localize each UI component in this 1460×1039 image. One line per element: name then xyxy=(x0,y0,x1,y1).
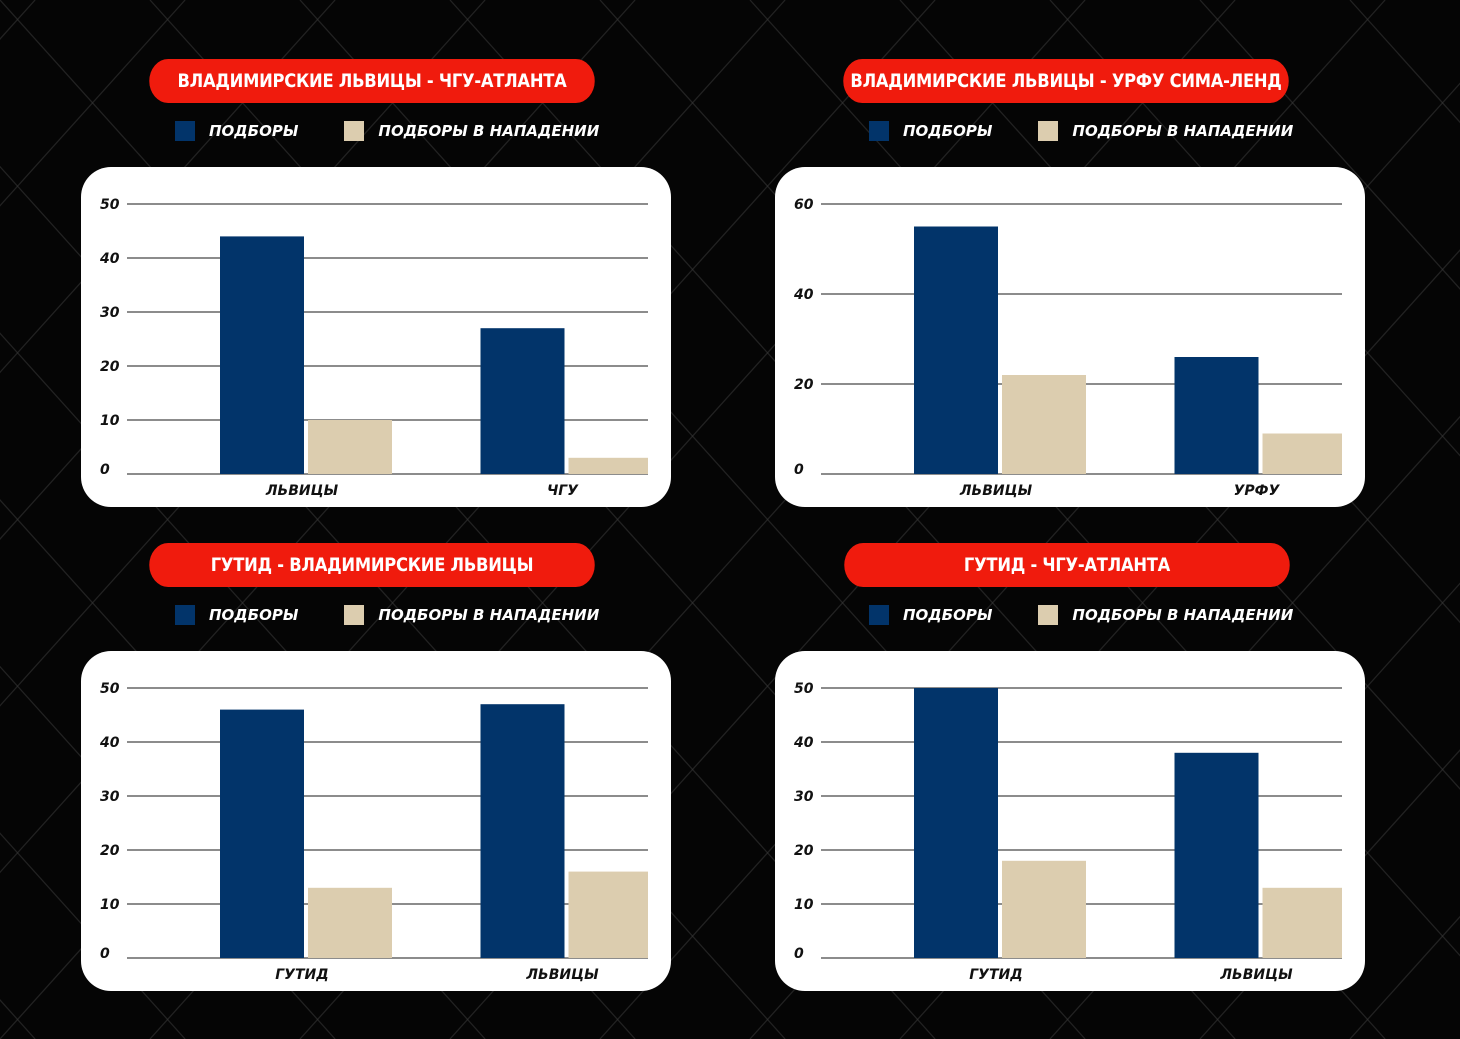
bar-rebounds xyxy=(1174,752,1259,958)
legend: ПОДБОРЫ ПОДБОРЫ В НАПАДЕНИИ xyxy=(869,119,1339,143)
y-tick-label: 30 xyxy=(794,789,814,805)
bar-offensive-rebounds xyxy=(308,887,392,958)
x-category-label: ЧГУ xyxy=(547,483,579,499)
legend-swatch-offensive-rebounds xyxy=(1038,605,1059,625)
y-tick-label: 40 xyxy=(99,735,120,751)
bar-offensive-rebounds xyxy=(308,420,392,474)
y-tick-label: 30 xyxy=(100,789,120,805)
chart-panel-4: ГУТИД - ЧГУ-АТЛАНТА ПОДБОРЫ ПОДБОРЫ В НА… xyxy=(775,543,1395,1013)
y-tick-label: 20 xyxy=(794,843,814,859)
y-tick-label: 60 xyxy=(794,197,814,213)
y-tick-label: 10 xyxy=(100,413,120,429)
bar-rebounds xyxy=(1174,357,1259,474)
legend-item-rebounds: ПОДБОРЫ xyxy=(175,605,298,625)
x-category-label: ГУТИД xyxy=(275,967,328,983)
chart-card: 0 20 40 60 ЛЬВИЦЫ УРФУ xyxy=(775,167,1365,507)
y-tick-label: 20 xyxy=(100,843,120,859)
bar-offensive-rebounds xyxy=(1002,860,1086,958)
chart-card: 0 10 20 30 40 50 ГУТИД ЛЬВИЦЫ xyxy=(81,651,671,991)
chart-title: ГУТИД - ВЛАДИМИРСКИЕ ЛЬВИЦЫ xyxy=(149,543,595,587)
legend-label-offensive-rebounds: ПОДБОРЫ В НАПАДЕНИИ xyxy=(1072,122,1294,140)
legend-label-rebounds: ПОДБОРЫ xyxy=(903,606,993,624)
bar-offensive-rebounds xyxy=(1262,433,1342,474)
legend: ПОДБОРЫ ПОДБОРЫ В НАПАДЕНИИ xyxy=(175,603,645,627)
background-line xyxy=(599,82,1460,1039)
background-line xyxy=(1199,0,1460,290)
bar-offensive-rebounds xyxy=(1262,887,1342,958)
bar-rebounds xyxy=(480,328,565,474)
chart-panel-1: ВЛАДИМИРСКИЕ ЛЬВИЦЫ - ЧГУ-АТЛАНТА ПОДБОР… xyxy=(81,59,701,529)
legend-label-rebounds: ПОДБОРЫ xyxy=(209,122,299,140)
bar-chart: 0 20 40 60 ЛЬВИЦЫ УРФУ xyxy=(793,197,1342,499)
legend-swatch-rebounds xyxy=(175,605,195,625)
legend-swatch-offensive-rebounds xyxy=(344,605,365,625)
legend-swatch-offensive-rebounds xyxy=(1038,121,1059,141)
y-tick-label: 10 xyxy=(794,897,814,913)
legend-label-rebounds: ПОДБОРЫ xyxy=(903,122,993,140)
legend-label-rebounds: ПОДБОРЫ xyxy=(209,606,299,624)
y-tick-label: 10 xyxy=(100,897,120,913)
legend-swatch-rebounds xyxy=(869,605,889,625)
background-line xyxy=(0,0,186,207)
y-tick-label: 0 xyxy=(100,462,110,478)
y-tick-label: 0 xyxy=(100,946,110,962)
bar-chart: 0 10 20 30 40 50 ЛЬВИЦЫ ЧГУ xyxy=(99,197,648,499)
bar-offensive-rebounds xyxy=(568,457,648,474)
bar-chart: 0 10 20 30 40 50 ГУТИД ЛЬВИЦЫ xyxy=(793,681,1342,983)
chart-card: 0 10 20 30 40 50 ГУТИД ЛЬВИЦЫ xyxy=(775,651,1365,991)
legend-item-rebounds: ПОДБОРЫ xyxy=(175,121,298,141)
y-tick-label: 0 xyxy=(794,946,804,962)
legend-swatch-rebounds xyxy=(175,121,195,141)
y-tick-label: 0 xyxy=(794,462,804,478)
x-category-label: УРФУ xyxy=(1234,483,1281,499)
chart-title: ГУТИД - ЧГУ-АТЛАНТА xyxy=(844,543,1290,587)
legend-label-offensive-rebounds: ПОДБОРЫ В НАПАДЕНИИ xyxy=(1072,606,1294,624)
bar-rebounds xyxy=(480,704,565,958)
legend-label-offensive-rebounds: ПОДБОРЫ В НАПАДЕНИИ xyxy=(378,606,600,624)
y-tick-label: 40 xyxy=(793,735,814,751)
bar-rebounds xyxy=(220,709,304,958)
legend: ПОДБОРЫ ПОДБОРЫ В НАПАДЕНИИ xyxy=(175,119,645,143)
x-category-label: ЛЬВИЦЫ xyxy=(265,483,339,499)
bar-chart: 0 10 20 30 40 50 ГУТИД ЛЬВИЦЫ xyxy=(99,681,648,983)
y-tick-label: 20 xyxy=(100,359,120,375)
y-tick-label: 50 xyxy=(794,681,814,697)
y-tick-label: 50 xyxy=(100,681,120,697)
legend-swatch-offensive-rebounds xyxy=(344,121,365,141)
bar-offensive-rebounds xyxy=(568,871,648,958)
chart-title: ВЛАДИМИРСКИЕ ЛЬВИЦЫ - ЧГУ-АТЛАНТА xyxy=(149,59,595,103)
legend-swatch-rebounds xyxy=(869,121,889,141)
chart-title: ВЛАДИМИРСКИЕ ЛЬВИЦЫ - УРФУ СИМА-ЛЕНД xyxy=(843,59,1289,103)
bar-rebounds xyxy=(914,688,998,958)
y-tick-label: 20 xyxy=(794,377,814,393)
legend-label-offensive-rebounds: ПОДБОРЫ В НАПАДЕНИИ xyxy=(378,122,600,140)
legend-item-offensive-rebounds: ПОДБОРЫ В НАПАДЕНИИ xyxy=(1038,121,1293,141)
y-tick-label: 50 xyxy=(100,197,120,213)
chart-panel-2: ВЛАДИМИРСКИЕ ЛЬВИЦЫ - УРФУ СИМА-ЛЕНД ПОД… xyxy=(775,59,1395,529)
legend-item-rebounds: ПОДБОРЫ xyxy=(869,605,992,625)
legend-item-rebounds: ПОДБОРЫ xyxy=(869,121,992,141)
y-tick-label: 40 xyxy=(99,251,120,267)
bar-offensive-rebounds xyxy=(1002,375,1086,474)
legend-item-offensive-rebounds: ПОДБОРЫ В НАПАДЕНИИ xyxy=(1038,605,1293,625)
x-category-label: ЛЬВИЦЫ xyxy=(525,967,599,983)
bar-rebounds xyxy=(914,226,998,474)
y-tick-label: 30 xyxy=(100,305,120,321)
x-category-label: ЛЬВИЦЫ xyxy=(959,483,1033,499)
chart-panel-3: ГУТИД - ВЛАДИМИРСКИЕ ЛЬВИЦЫ ПОДБОРЫ ПОДБ… xyxy=(81,543,701,1013)
legend-item-offensive-rebounds: ПОДБОРЫ В НАПАДЕНИИ xyxy=(344,121,599,141)
background-line xyxy=(0,832,186,1039)
y-tick-label: 40 xyxy=(793,287,814,303)
legend: ПОДБОРЫ ПОДБОРЫ В НАПАДЕНИИ xyxy=(869,603,1339,627)
x-category-label: ЛЬВИЦЫ xyxy=(1219,967,1293,983)
legend-item-offensive-rebounds: ПОДБОРЫ В НАПАДЕНИИ xyxy=(344,605,599,625)
chart-card: 0 10 20 30 40 50 ЛЬВИЦЫ ЧГУ xyxy=(81,167,671,507)
bar-rebounds xyxy=(220,236,304,474)
x-category-label: ГУТИД xyxy=(969,967,1022,983)
